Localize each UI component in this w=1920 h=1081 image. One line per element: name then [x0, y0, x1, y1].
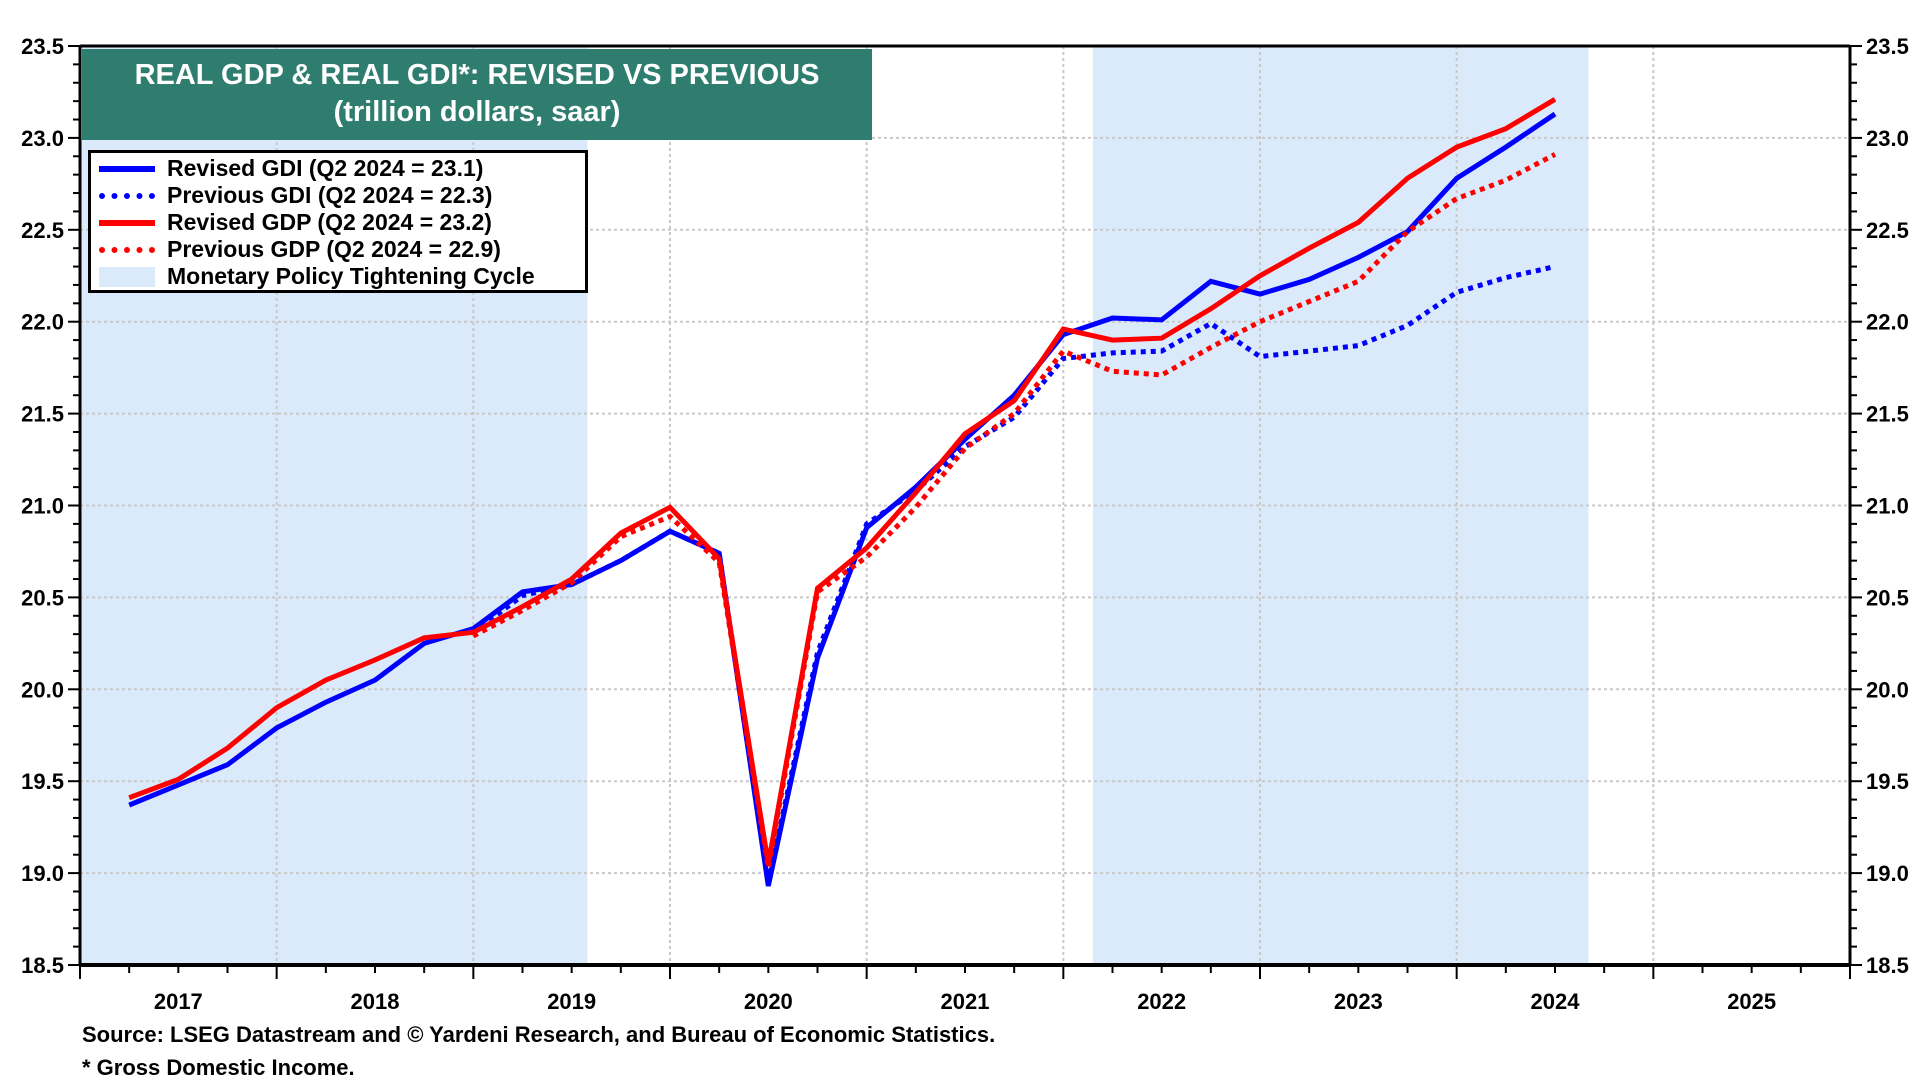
legend-swatch-dotted-blue — [99, 192, 155, 199]
y-tick-label-right: 20.0 — [1866, 677, 1909, 702]
x-tick-label: 2017 — [154, 989, 203, 1014]
legend-swatch-solid-blue — [99, 165, 155, 172]
legend-item-tightening-cycle: Monetary Policy Tightening Cycle — [99, 263, 585, 290]
legend: Revised GDI (Q2 2024 = 23.1) Previous GD… — [88, 150, 588, 293]
y-axis-left: 18.5 19.0 19.5 20.0 20.5 21.0 21.5 22.0 22.5 23.0… — [21, 34, 80, 978]
y-tick-label-right: 19.0 — [1866, 861, 1909, 886]
y-tick-label-right: 22.0 — [1866, 310, 1909, 335]
x-tick-label: 2019 — [547, 989, 596, 1014]
legend-item-revised-gdp: Revised GDP (Q2 2024 = 23.2) — [99, 209, 585, 236]
y-tick-label-left: 23.0 — [21, 126, 64, 151]
legend-swatch-solid-red — [99, 219, 155, 226]
y-tick-label-left: 18.5 — [21, 953, 64, 978]
y-tick-label-left: 23.5 — [21, 34, 64, 59]
y-tick-label-left: 19.0 — [21, 861, 64, 886]
y-tick-label-right: 18.5 — [1866, 953, 1909, 978]
y-tick-label-left: 22.0 — [21, 310, 64, 335]
chart-title-box: REAL GDP & REAL GDI*: REVISED VS PREVIOU… — [82, 49, 872, 140]
x-tick-label: 2018 — [351, 989, 400, 1014]
x-tick-label: 2023 — [1334, 989, 1383, 1014]
x-tick-label: 2025 — [1727, 989, 1776, 1014]
y-tick-label-left: 22.5 — [21, 218, 64, 243]
legend-label: Previous GDI (Q2 2024 = 22.3) — [167, 182, 493, 208]
chart-title: REAL GDP & REAL GDI*: REVISED VS PREVIOU… — [134, 59, 820, 91]
legend-item-revised-gdi: Revised GDI (Q2 2024 = 23.1) — [99, 155, 585, 182]
x-axis: 2017 2018 2019 2020 2021 2022 2023 2024 2025 — [79, 965, 1851, 1014]
x-tick-label: 2022 — [1137, 989, 1186, 1014]
series-revised-gdi — [128, 111, 1557, 887]
y-tick-label-right: 21.0 — [1866, 494, 1909, 519]
y-tick-label-right: 23.0 — [1866, 126, 1909, 151]
legend-label: Previous GDP (Q2 2024 = 22.9) — [167, 236, 501, 262]
footnote: * Gross Domestic Income. — [82, 1055, 355, 1080]
y-tick-label-left: 21.5 — [21, 402, 64, 427]
y-axis-right: 18.5 19.0 19.5 20.0 20.5 21.0 21.5 22.0 22.5 23.0… — [1850, 34, 1909, 978]
source-note: Source: LSEG Datastream and © Yardeni Re… — [82, 1022, 996, 1047]
chart-subtitle: (trillion dollars, saar) — [333, 96, 621, 128]
y-tick-label-right: 23.5 — [1866, 34, 1909, 59]
series-lines — [128, 97, 1557, 887]
x-tick-label: 2020 — [744, 989, 793, 1014]
legend-label: Revised GDP (Q2 2024 = 23.2) — [167, 209, 492, 235]
x-tick-label: 2021 — [941, 989, 990, 1014]
x-tick-label: 2024 — [1531, 989, 1581, 1014]
legend-item-previous-gdi: Previous GDI (Q2 2024 = 22.3) — [99, 182, 585, 209]
y-tick-label-left: 20.5 — [21, 585, 64, 610]
y-tick-label-right: 20.5 — [1866, 585, 1909, 610]
legend-label: Revised GDI (Q2 2024 = 23.1) — [167, 155, 484, 181]
y-tick-label-left: 19.5 — [21, 769, 64, 794]
y-tick-label-right: 19.5 — [1866, 769, 1909, 794]
y-tick-label-left: 21.0 — [21, 494, 64, 519]
series-previous-gdi — [471, 264, 1556, 883]
series-previous-gdp — [472, 152, 1557, 869]
legend-item-previous-gdp: Previous GDP (Q2 2024 = 22.9) — [99, 236, 585, 263]
y-tick-label-right: 21.5 — [1866, 402, 1909, 427]
legend-swatch-shade — [99, 266, 155, 287]
y-tick-label-right: 22.5 — [1866, 218, 1909, 243]
legend-swatch-dotted-red — [99, 246, 155, 253]
legend-label: Monetary Policy Tightening Cycle — [167, 263, 535, 289]
series-revised-gdp — [128, 97, 1557, 865]
y-tick-label-left: 20.0 — [21, 677, 64, 702]
